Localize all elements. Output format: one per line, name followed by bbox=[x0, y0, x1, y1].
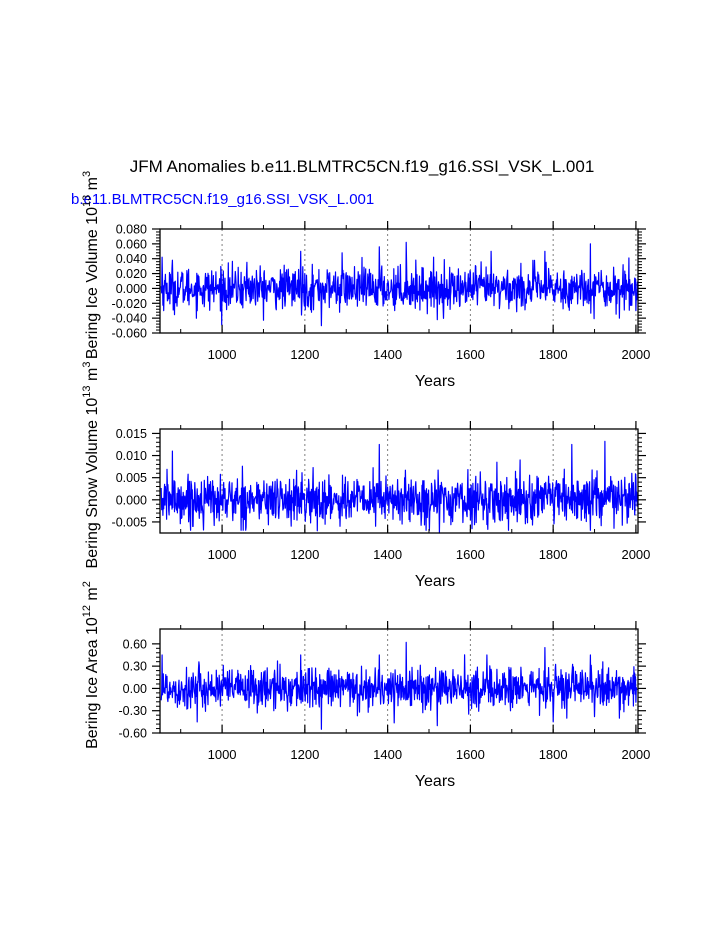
y-tick-label: 0.00 bbox=[123, 682, 147, 696]
panel-1: 1000 1200 1400 1600 1800 2000 -0.060-0.040-0.0… bbox=[81, 171, 650, 390]
x-tick-label: 1400 bbox=[373, 347, 402, 362]
x-axis-label: Years bbox=[415, 373, 455, 390]
y-axis-label: Bering Ice Volume 1013 m3 bbox=[81, 171, 101, 359]
plot-frame bbox=[159, 428, 639, 534]
y-tick-label: 0.020 bbox=[116, 267, 147, 281]
y-tick-label: -0.020 bbox=[112, 297, 147, 311]
y-tick-label: 0.060 bbox=[116, 237, 147, 251]
x-tick-label: 1800 bbox=[539, 347, 568, 362]
y-tick-label: 0.005 bbox=[116, 471, 147, 485]
panel-2: 1000 1200 1400 1600 1800 2000 -0.005 0.000 0.005… bbox=[81, 362, 650, 590]
x-tick-label: 2000 bbox=[621, 547, 650, 562]
y-tick-label: 0.30 bbox=[123, 660, 147, 674]
x-tick-label: 1600 bbox=[456, 747, 485, 762]
y-axis-label: Bering Ice Area 1012 m2 bbox=[81, 581, 101, 749]
x-tick-label: 1600 bbox=[456, 547, 485, 562]
x-tick-label: 1400 bbox=[373, 747, 402, 762]
plot-frame bbox=[159, 628, 639, 734]
x-tick-label: 1000 bbox=[208, 547, 237, 562]
y-tick-label: -0.060 bbox=[112, 327, 147, 341]
x-tick-label: 1800 bbox=[539, 747, 568, 762]
chart-subtitle: b.e11.BLMTRC5CN.f19_g16.SSI_VSK_L.001 bbox=[71, 191, 374, 208]
panels: 1000 1200 1400 1600 1800 2000-0.060-0.040-0.0… bbox=[81, 171, 650, 790]
x-tick-label: 2000 bbox=[621, 747, 650, 762]
series-line bbox=[160, 241, 638, 327]
x-axis-label: Years bbox=[415, 573, 455, 590]
x-tick-label: 2000 bbox=[621, 347, 650, 362]
series-line bbox=[160, 440, 638, 534]
x-tick-label: 1000 bbox=[208, 747, 237, 762]
y-tick-label: 0.015 bbox=[116, 427, 147, 441]
y-tick-label: 0.010 bbox=[116, 449, 147, 463]
x-tick-label: 1800 bbox=[539, 547, 568, 562]
y-axis-label: Bering Snow Volume 1013 m3 bbox=[81, 362, 101, 569]
x-tick-label: 1200 bbox=[290, 347, 319, 362]
x-tick-label: 1400 bbox=[373, 547, 402, 562]
x-axis-label: Years bbox=[415, 773, 455, 790]
y-tick-label: 0.000 bbox=[116, 282, 147, 296]
x-tick-label: 1200 bbox=[290, 747, 319, 762]
y-tick-label: -0.60 bbox=[119, 727, 148, 741]
y-tick-label: -0.040 bbox=[112, 312, 147, 326]
y-tick-label: 0.040 bbox=[116, 252, 147, 266]
y-tick-label: 0.000 bbox=[116, 493, 147, 507]
y-tick-label: -0.005 bbox=[112, 515, 147, 529]
x-tick-label: 1200 bbox=[290, 547, 319, 562]
plot-frame bbox=[159, 228, 639, 334]
panel-3: 1000 1200 1400 1600 1800 2000 -0.60 -0.30 0.00 0.… bbox=[81, 581, 650, 790]
series-line bbox=[160, 641, 638, 730]
y-tick-label: -0.30 bbox=[119, 704, 148, 718]
x-tick-label: 1000 bbox=[208, 347, 237, 362]
y-tick-label: 0.080 bbox=[116, 223, 147, 237]
x-tick-label: 1600 bbox=[456, 347, 485, 362]
chart-title: JFM Anomalies b.e11.BLMTRC5CN.f19_g16.SS… bbox=[130, 157, 595, 176]
y-tick-label: 0.60 bbox=[123, 637, 147, 651]
